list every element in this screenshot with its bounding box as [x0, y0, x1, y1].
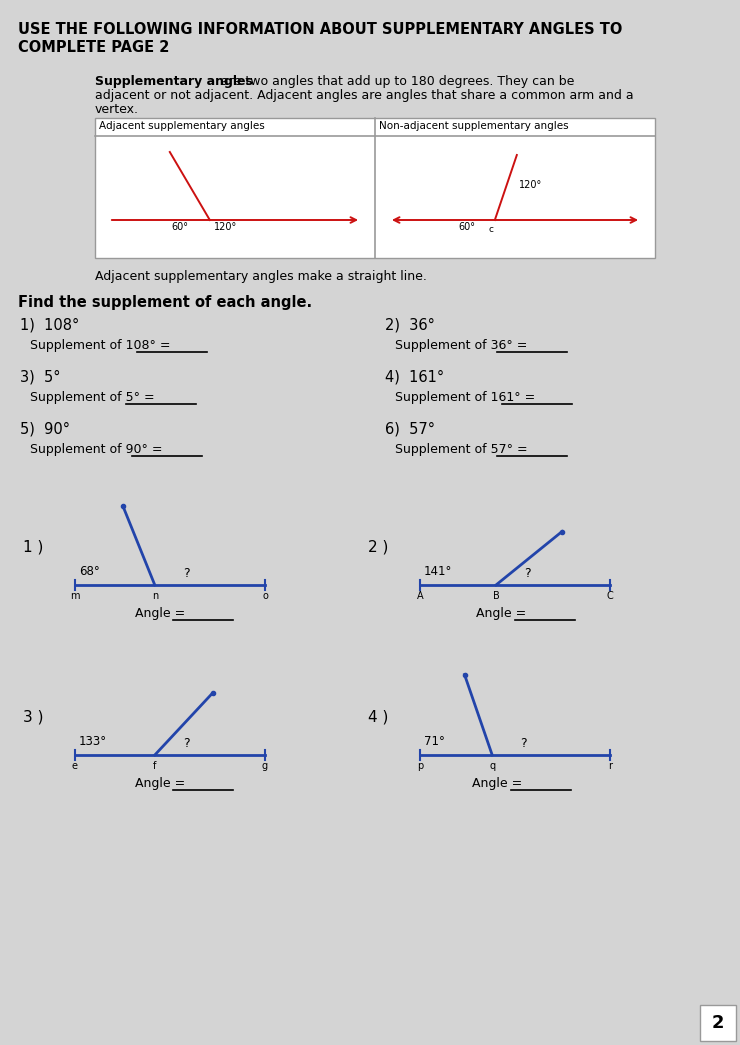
Text: Supplement of 108° =: Supplement of 108° =	[30, 339, 170, 352]
Text: Angle =: Angle =	[135, 607, 185, 620]
Text: Supplement of 5° =: Supplement of 5° =	[30, 391, 155, 404]
Text: 6)  57°: 6) 57°	[385, 421, 435, 436]
FancyBboxPatch shape	[700, 1005, 736, 1041]
Text: A: A	[417, 591, 423, 601]
Text: 3)  5°: 3) 5°	[20, 369, 61, 384]
Text: 4)  161°: 4) 161°	[385, 369, 444, 384]
Text: Supplement of 57° =: Supplement of 57° =	[395, 443, 528, 456]
Text: USE THE FOLLOWING INFORMATION ABOUT SUPPLEMENTARY ANGLES TO: USE THE FOLLOWING INFORMATION ABOUT SUPP…	[18, 22, 622, 37]
Text: 2: 2	[712, 1014, 724, 1032]
Text: 1 ): 1 )	[23, 540, 44, 555]
Text: 71°: 71°	[424, 735, 445, 748]
Text: 60°: 60°	[172, 222, 189, 232]
Text: 3 ): 3 )	[23, 710, 44, 725]
Text: Supplementary angles: Supplementary angles	[95, 75, 253, 88]
Text: Adjacent supplementary angles: Adjacent supplementary angles	[99, 121, 265, 131]
Text: o: o	[262, 591, 268, 601]
Text: e: e	[72, 761, 78, 771]
Text: Find the supplement of each angle.: Find the supplement of each angle.	[18, 295, 312, 310]
Text: ?: ?	[183, 737, 189, 750]
Text: p: p	[417, 761, 423, 771]
Text: 120°: 120°	[519, 180, 542, 190]
Text: 2)  36°: 2) 36°	[385, 317, 435, 332]
Text: vertex.: vertex.	[95, 103, 139, 116]
Text: ?: ?	[520, 737, 527, 750]
Text: Non-adjacent supplementary angles: Non-adjacent supplementary angles	[379, 121, 568, 131]
Text: g: g	[262, 761, 268, 771]
Text: ?: ?	[524, 567, 531, 580]
Text: Supplement of 36° =: Supplement of 36° =	[395, 339, 528, 352]
Text: q: q	[489, 761, 495, 771]
Text: m: m	[70, 591, 80, 601]
Text: n: n	[152, 591, 158, 601]
Text: Supplement of 161° =: Supplement of 161° =	[395, 391, 535, 404]
Text: COMPLETE PAGE 2: COMPLETE PAGE 2	[18, 40, 169, 55]
Text: 68°: 68°	[79, 565, 100, 578]
Text: Supplement of 90° =: Supplement of 90° =	[30, 443, 163, 456]
Text: adjacent or not adjacent. Adjacent angles are angles that share a common arm and: adjacent or not adjacent. Adjacent angle…	[95, 89, 633, 102]
Text: B: B	[493, 591, 500, 601]
Text: 133°: 133°	[79, 735, 107, 748]
Text: 2 ): 2 )	[368, 540, 388, 555]
Text: ?: ?	[183, 567, 189, 580]
Text: C: C	[607, 591, 613, 601]
FancyBboxPatch shape	[95, 118, 655, 258]
Text: 5)  90°: 5) 90°	[20, 421, 70, 436]
Text: are two angles that add up to 180 degrees. They can be: are two angles that add up to 180 degree…	[217, 75, 574, 88]
Text: Angle =: Angle =	[135, 777, 185, 790]
Text: 1)  108°: 1) 108°	[20, 317, 79, 332]
Text: Angle =: Angle =	[472, 777, 522, 790]
Text: r: r	[608, 761, 612, 771]
Text: 60°: 60°	[459, 222, 476, 232]
Text: c: c	[489, 225, 494, 234]
Text: f: f	[153, 761, 156, 771]
Text: Adjacent supplementary angles make a straight line.: Adjacent supplementary angles make a str…	[95, 270, 427, 283]
Text: 141°: 141°	[424, 565, 452, 578]
Text: Angle =: Angle =	[476, 607, 526, 620]
Text: 120°: 120°	[214, 222, 237, 232]
Text: 4 ): 4 )	[368, 710, 388, 725]
